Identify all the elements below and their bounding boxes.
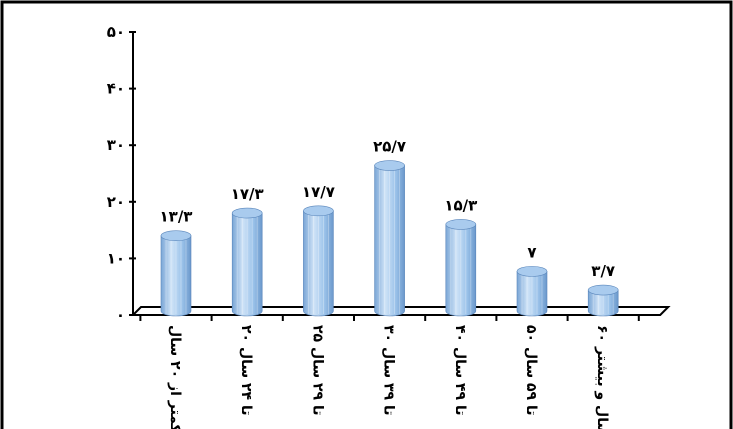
bar-top bbox=[303, 205, 334, 217]
y-tick-label: ۰ bbox=[116, 306, 125, 324]
data-label: ۷ bbox=[527, 243, 536, 261]
bar bbox=[516, 266, 548, 317]
category-label: ۵۰ تا ۵۹ سال bbox=[523, 325, 539, 416]
bar-body bbox=[374, 165, 405, 317]
bar-top bbox=[160, 230, 192, 242]
y-tick-label: ۲۰ bbox=[107, 193, 125, 211]
data-label: ۳/۷ bbox=[591, 262, 615, 280]
y-tick-label: ۴۰ bbox=[107, 80, 125, 98]
data-label: ۱۷/۷ bbox=[302, 183, 335, 201]
labels-layer: ۱۳/۳ ۱۷/۳ ۱۷/۷ ۲۵/۷ ۱۵/۳ ۷ ۳/۷ کمتر از ۲۰ سال ۲۰… bbox=[160, 138, 616, 429]
data-label: ۲۵/۷ bbox=[373, 138, 406, 156]
bar bbox=[374, 160, 405, 317]
bar-body bbox=[303, 210, 334, 317]
category-label: ۶۰ سال و بیشتر bbox=[594, 325, 610, 429]
y-tick-label: ۵۰ bbox=[107, 23, 125, 41]
axis-layer: ۰ ۱۰ ۲۰ ۳۰ ۴۰ ۵۰ bbox=[107, 23, 671, 324]
bar-body bbox=[445, 224, 477, 317]
category-label: ۳۰ تا ۳۹ سال bbox=[381, 325, 397, 416]
category-label: ۲۰ تا ۲۴ سال bbox=[238, 325, 254, 416]
bar bbox=[231, 207, 263, 317]
y-tick-label: ۳۰ bbox=[107, 136, 125, 154]
bar-top bbox=[374, 160, 405, 171]
bar-body bbox=[160, 235, 192, 317]
bar bbox=[445, 219, 477, 317]
bar bbox=[160, 230, 192, 317]
bar-top bbox=[445, 219, 477, 230]
bar-top bbox=[587, 284, 619, 296]
data-label: ۱۳/۳ bbox=[160, 208, 193, 226]
category-label: ۴۰ تا ۴۹ سال bbox=[452, 325, 468, 416]
bar-body bbox=[587, 289, 619, 317]
bar-body bbox=[231, 212, 263, 317]
data-label: ۱۷/۳ bbox=[231, 185, 264, 203]
bar-top bbox=[516, 266, 548, 277]
bar-body bbox=[516, 271, 548, 317]
bar bbox=[587, 284, 619, 317]
bar bbox=[303, 205, 334, 317]
y-tick-label: ۱۰ bbox=[107, 249, 125, 267]
category-label: ۲۵ تا ۲۹ سال bbox=[309, 325, 325, 416]
category-label: کمتر از ۲۰ سال bbox=[167, 325, 183, 429]
bar-top bbox=[231, 207, 263, 219]
data-label: ۱۵/۳ bbox=[444, 196, 477, 214]
bars-layer bbox=[160, 160, 619, 317]
floor-plane bbox=[130, 306, 671, 316]
